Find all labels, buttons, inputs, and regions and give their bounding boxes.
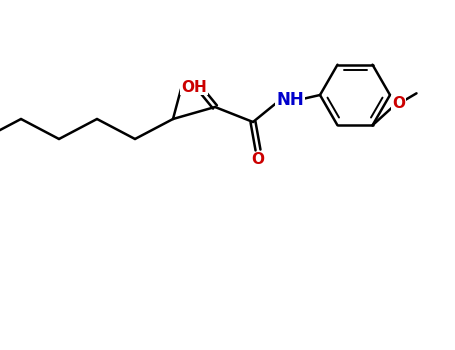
Text: NH: NH: [276, 91, 304, 109]
Text: O: O: [392, 96, 405, 111]
Text: OH: OH: [181, 79, 207, 94]
Text: O: O: [252, 153, 264, 168]
